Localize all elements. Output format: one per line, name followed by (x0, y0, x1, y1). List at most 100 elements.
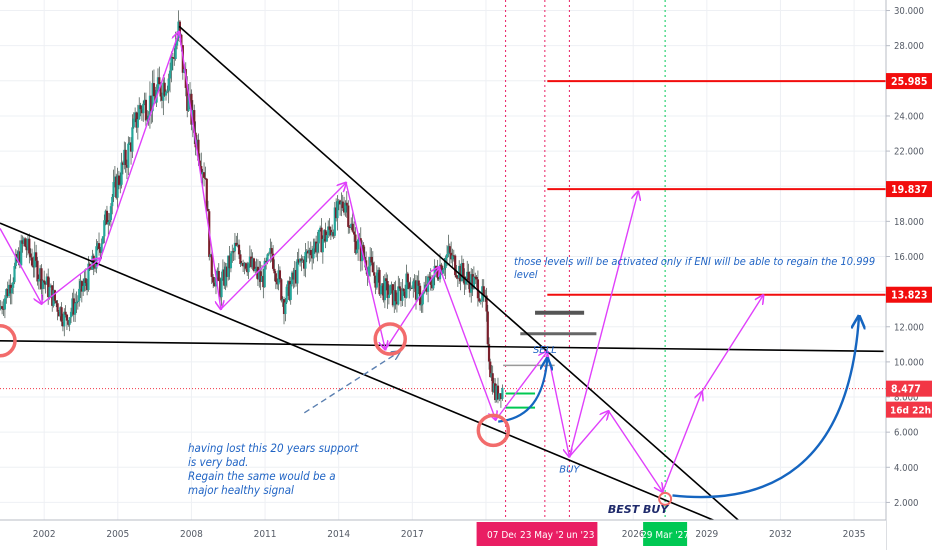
candle-body-12-5 (175, 38, 179, 46)
zigzag-arrow-2 (99, 32, 180, 259)
candle-body-32-5 (416, 280, 419, 300)
candle-body-3-4 (41, 280, 44, 289)
candle-body-35-2 (451, 255, 454, 260)
candle-body-8-8 (123, 149, 126, 165)
candle-body-27-1 (347, 205, 350, 227)
candle-body-10-9 (151, 83, 154, 112)
candle-body-25-6 (321, 238, 324, 253)
candle-body-39-3 (494, 383, 497, 401)
zigzag-arrow-0 (0, 228, 42, 304)
candle-body-35-4 (454, 255, 457, 276)
candle-body-1-4 (14, 254, 17, 267)
current-price-label-bg (886, 380, 932, 397)
time-axis: 2002200520082011201420172020262029203220… (0, 519, 886, 550)
candle-body-0-2 (2, 308, 5, 310)
candle-body-30-9 (394, 290, 397, 302)
note-levels: those levels will be activated only if E… (514, 255, 876, 281)
candle-body-7-7 (104, 210, 107, 221)
candle-body-31-0 (397, 286, 400, 305)
zigzag-arrow-12 (662, 392, 702, 493)
candle-body-22-1 (273, 268, 276, 274)
candle-body-5-5 (72, 298, 75, 315)
candle-body-0-4 (5, 289, 8, 299)
candle-body-36-6 (471, 274, 474, 289)
candle-body-26-8 (339, 200, 342, 205)
candle-body-28-5 (359, 238, 362, 262)
candle-body-15-6 (204, 177, 207, 179)
candle-body-32-4 (414, 280, 418, 300)
candle-body-7-9 (107, 222, 110, 225)
candle-body-17-3 (214, 277, 218, 287)
candle-body-7-2 (97, 243, 101, 249)
candle-body-29-4 (373, 272, 376, 276)
candle-body-10-8 (150, 95, 153, 112)
zigzag-arrow-6 (384, 267, 439, 350)
candle-body-18-6 (228, 255, 231, 269)
price-tick-label-11: 24.000 (894, 111, 924, 122)
candle-body-20-6 (255, 266, 258, 269)
candle-body-8-9 (124, 149, 127, 165)
candle-body-5-0 (65, 314, 69, 321)
candle-body-17-6 (219, 281, 222, 298)
candle-body-11-3 (158, 77, 161, 85)
candle-body-4-10 (64, 311, 67, 315)
candle-body-20-10 (260, 275, 264, 282)
candle-body-29-7 (377, 269, 380, 273)
candle-body-11-7 (163, 82, 166, 96)
candle-body-7-8 (105, 210, 109, 225)
candle-body-15-4 (201, 172, 204, 175)
zigzag-arrow-11 (608, 410, 663, 492)
candle-body-26-7 (337, 200, 340, 202)
zigzag-arrow-1 (41, 258, 101, 305)
candle-body-8-7 (121, 162, 125, 165)
candle-body-2-6 (32, 265, 35, 268)
candle-body-38-3 (489, 361, 492, 378)
candle-body-3-7 (45, 276, 48, 285)
candle-body-5-2 (68, 317, 71, 325)
candle-body-33-3 (425, 284, 428, 292)
candle-body-20-8 (258, 271, 261, 280)
candle-body-1-8 (20, 240, 23, 266)
candle-body-35-6 (456, 277, 459, 279)
candle-body-19-6 (243, 263, 246, 267)
candle-body-28-7 (362, 244, 365, 257)
candle-body-23-10 (297, 259, 300, 263)
candle-body-0-0 (0, 306, 2, 310)
candle-body-35-8 (459, 265, 462, 282)
candle-body-28-8 (363, 256, 366, 261)
candle-body-33-10 (434, 266, 438, 270)
candle-body-0-1 (1, 306, 4, 309)
date-marker-label-0: 07 Dec ' (487, 530, 524, 541)
candle-body-27-2 (348, 226, 351, 228)
candle-body-25-10 (327, 226, 330, 236)
candle-body-24-5 (305, 250, 308, 253)
candle-body-25-7 (323, 230, 326, 239)
candle-body-4-7 (60, 307, 63, 322)
candle-body-6-3 (82, 285, 85, 292)
time-tick-label-1: 2005 (106, 529, 129, 540)
candle-body-24-9 (311, 255, 314, 259)
candle-body-7-1 (96, 243, 99, 247)
candle-body-9-6 (135, 112, 138, 128)
candle-body-3-10 (49, 285, 52, 288)
candle-body-4-3 (55, 300, 58, 304)
candle-body-25-9 (325, 235, 328, 242)
candle-body-34-4 (444, 257, 447, 269)
candle-body-15-2 (198, 160, 201, 167)
candle-body-30-10 (395, 301, 399, 305)
candle-body-33-0 (421, 293, 424, 305)
candle-body-30-3 (386, 281, 389, 298)
candle-body-36-0 (463, 276, 466, 285)
candle-body-38-2 (487, 344, 491, 362)
candle-body-1-5 (16, 254, 19, 262)
candle-body-7-3 (99, 248, 102, 253)
candle-body-2-0 (24, 238, 27, 247)
candle-body-35-3 (452, 255, 455, 257)
candle-body-18-10 (233, 242, 237, 252)
candle-body-35-7 (458, 265, 461, 279)
candle-body-14-5 (193, 110, 196, 133)
candle-body-11-6 (162, 82, 165, 101)
candle-body-9-5 (134, 112, 137, 119)
candle-body-34-2 (441, 269, 444, 274)
